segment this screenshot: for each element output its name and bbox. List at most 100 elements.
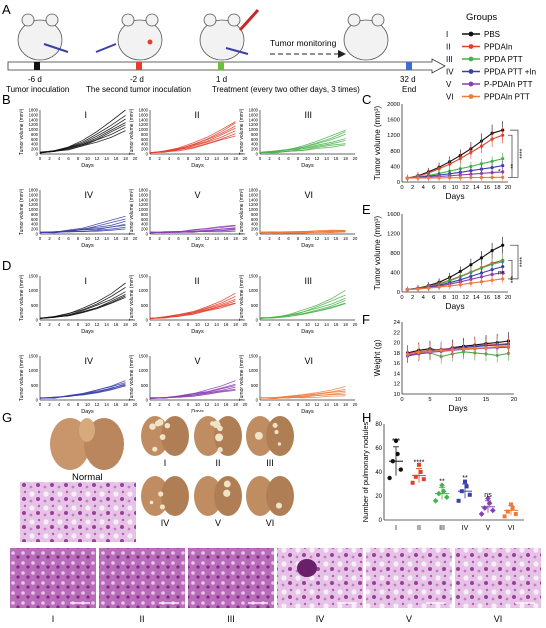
data-point: [502, 514, 507, 519]
normal-lung-photo: [50, 418, 124, 470]
x-tick-label: 18: [123, 322, 128, 327]
x-tick-label: 6: [287, 322, 290, 327]
x-tick-label: 0: [39, 236, 42, 241]
x-tick-label: 14: [324, 236, 329, 241]
data-point: [464, 484, 469, 489]
series-line: [407, 340, 509, 354]
x-tick-label: 20: [133, 402, 138, 407]
x-tick-label: 2: [48, 236, 51, 241]
nodule: [223, 489, 231, 497]
y-axis-label: Tumor volume (mm³): [129, 188, 135, 235]
x-tick-label: 4: [278, 402, 281, 407]
x-tick-label: IV: [462, 525, 469, 532]
y-tick-label: 400: [390, 271, 400, 277]
x-tick-label: 4: [278, 322, 281, 327]
x-axis-label: Days: [81, 409, 94, 415]
data-point: [473, 346, 477, 350]
x-tick-label: 20: [133, 322, 138, 327]
x-tick-label: 4: [58, 402, 61, 407]
nodule: [223, 480, 231, 488]
subplot-label: IV: [85, 190, 94, 200]
series-line: [407, 129, 503, 179]
histology-image: [277, 548, 363, 608]
data-point: [490, 267, 494, 272]
series-line: [39, 297, 126, 319]
data-point: [418, 470, 423, 474]
x-tick-label: 2: [48, 156, 51, 161]
x-axis-label: Days: [81, 329, 94, 335]
panel-letter-b: B: [2, 92, 11, 107]
series-line: [407, 176, 503, 179]
x-tick-label: 20: [353, 322, 358, 327]
data-point: [416, 287, 420, 291]
data-point: [456, 498, 461, 503]
x-tick-label: 12: [315, 156, 320, 161]
significance-bracket: [510, 244, 519, 280]
panel-letter-f: F: [362, 312, 370, 327]
significance-label: ns: [484, 492, 492, 499]
data-point: [479, 144, 484, 148]
x-tick-label: 14: [473, 295, 480, 301]
x-tick-label: 14: [214, 322, 219, 327]
histology-label: VI: [494, 614, 503, 624]
x-tick-label: 8: [77, 402, 80, 407]
y-tick-label: 0: [146, 398, 149, 403]
legend-label: P-PDAIn PTT: [484, 80, 533, 89]
x-tick-label: 8: [187, 156, 190, 161]
y-tick-label: 0: [36, 232, 39, 237]
data-point: [463, 479, 467, 484]
y-tick-label: 1500: [139, 354, 149, 359]
panel-c: 0 400 800 1200 1600 2000 0 2 4 6 8 10 12 14 16 18 20 Days…: [373, 102, 526, 201]
y-tick-label: 400: [251, 142, 259, 147]
x-tick-label: 20: [133, 236, 138, 241]
x-axis-label: Days: [191, 243, 204, 249]
series-line: [149, 230, 236, 233]
data-point: [458, 176, 462, 180]
y-tick-label: 0: [146, 152, 149, 157]
y-axis-label: Tumor volume (mm³): [19, 354, 25, 401]
x-tick-label: 20: [511, 397, 517, 403]
y-tick-label: 1400: [139, 117, 149, 122]
x-tick-label: 10: [195, 322, 200, 327]
nodule: [152, 446, 158, 452]
y-tick-label: 1800: [29, 108, 39, 113]
y-tick-label: 1000: [249, 127, 259, 132]
y-tick-label: 400: [31, 142, 39, 147]
legend-marker: [468, 31, 474, 37]
x-tick-label: 14: [104, 156, 109, 161]
x-tick-label: 8: [187, 322, 190, 327]
y-tick-label: 1000: [249, 288, 259, 293]
data-point: [417, 350, 421, 354]
x-tick-label: 16: [224, 156, 229, 161]
data-point: [513, 512, 518, 516]
y-tick-label: 1000: [139, 127, 149, 132]
timeline-monitoring-label: Tumor monitoring: [270, 38, 337, 48]
y-axis-label: Tumor volume (mm³): [239, 188, 245, 235]
data-point: [458, 283, 462, 287]
x-tick-label: 2: [158, 156, 161, 161]
histology-strip: I II III IV V VI: [10, 548, 541, 624]
data-point: [428, 349, 432, 353]
series-line: [259, 140, 346, 153]
x-tick-label: 8: [187, 402, 190, 407]
y-tick-label: 400: [31, 222, 39, 227]
y-tick-label: 1200: [139, 122, 149, 127]
panel-letter-a: A: [2, 2, 11, 17]
y-tick-label: 1800: [249, 188, 259, 193]
data-point: [484, 346, 488, 350]
y-tick-label: 1200: [249, 122, 259, 127]
x-tick-label: 12: [462, 185, 468, 191]
nodule: [217, 447, 223, 453]
series-line: [259, 144, 346, 154]
data-point: [509, 502, 513, 507]
x-tick-label: 15: [483, 397, 489, 403]
y-tick-label: 0: [256, 318, 259, 323]
x-tick-label: 2: [48, 402, 51, 407]
y-tick-label: 400: [141, 142, 149, 147]
nodule: [159, 434, 166, 440]
mouse-illustration: [17, 13, 69, 61]
